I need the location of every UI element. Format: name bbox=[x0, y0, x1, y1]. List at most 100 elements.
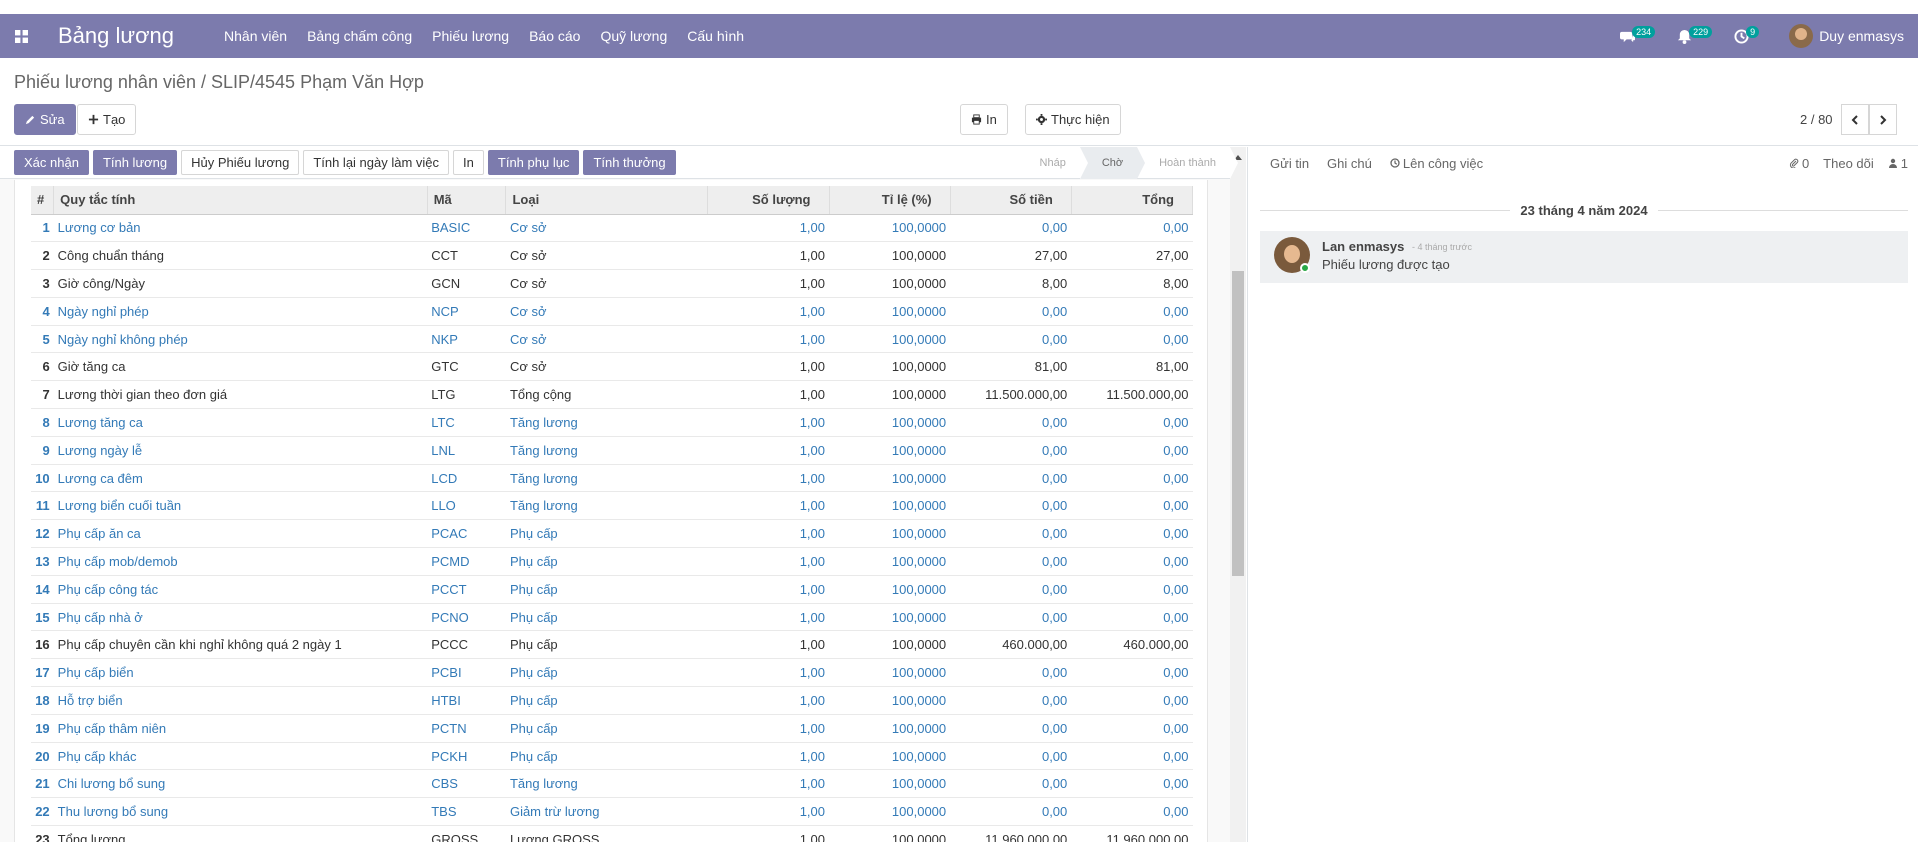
activities-tray[interactable]: 229 bbox=[1677, 26, 1713, 44]
table-row[interactable]: 22 Thu lương bổ sung TBS Giảm trừ lương 1,00… bbox=[31, 797, 1193, 827]
table-cell: 0,00 bbox=[950, 575, 1072, 604]
menu-item[interactable]: Phiếu lương bbox=[432, 28, 510, 44]
scroll-up-arrow-icon[interactable] bbox=[1234, 155, 1242, 160]
pager-value[interactable]: 2 / 80 bbox=[1800, 112, 1833, 127]
statusbar-button[interactable]: Xác nhận bbox=[14, 150, 89, 175]
table-row[interactable]: 4 Ngày nghỉ phép NCP Cơ sở 1,00 100,0000 0,00 0… bbox=[31, 297, 1193, 326]
clock-tray[interactable]: 9 bbox=[1734, 26, 1760, 44]
attachments-button[interactable]: 0 bbox=[1789, 156, 1809, 171]
table-row[interactable]: 6 Giờ tăng ca GTC Cơ sở 1,00 100,0000 81,00 81,… bbox=[31, 352, 1193, 382]
statusbar-button[interactable]: Tính thưởng bbox=[583, 150, 676, 175]
table-cell: 0,00 bbox=[1071, 408, 1193, 437]
table-row[interactable]: 11 Lương biển cuối tuần LLO Tăng lương 1,00 1… bbox=[31, 491, 1193, 521]
table-row[interactable]: 9 Lương ngày lễ LNL Tăng lương 1,00 100,0000 0… bbox=[31, 436, 1193, 465]
table-cell: Phụ cấp bbox=[505, 575, 708, 604]
apps-menu-icon[interactable] bbox=[0, 14, 42, 58]
chatter-right-tools: 0 Theo dõi 1 bbox=[1775, 156, 1918, 171]
table-row[interactable]: 13 Phụ cấp mob/demob PCMD Phụ cấp 1,00 100,00… bbox=[31, 547, 1193, 576]
table-row[interactable]: 3 Giờ công/Ngày GCN Cơ sở 1,00 100,0000 8,00 8,… bbox=[31, 269, 1193, 298]
status-stage[interactable]: Hoàn thành bbox=[1137, 147, 1238, 179]
table-cell: 1,00 bbox=[707, 241, 829, 271]
scroll-thumb[interactable] bbox=[1232, 271, 1244, 576]
table-row[interactable]: 7 Lương thời gian theo đơn giá LTG Tổng cộn… bbox=[31, 380, 1193, 410]
table-row[interactable]: 19 Phụ cấp thâm niên PCTN Phụ cấp 1,00 100,00… bbox=[31, 714, 1193, 743]
table-cell: 9 bbox=[31, 436, 54, 465]
pager-next-button[interactable] bbox=[1868, 104, 1897, 135]
breadcrumb-separator: / bbox=[195, 72, 211, 92]
followers-button[interactable]: 1 bbox=[1888, 156, 1908, 171]
send-message-button[interactable]: Gửi tin bbox=[1270, 155, 1310, 171]
table-row[interactable]: 16 Phụ cấp chuyên cần khi nghỉ không quá … bbox=[31, 630, 1193, 660]
menu-item[interactable]: Quỹ lương bbox=[600, 28, 668, 44]
table-row[interactable]: 2 Công chuẩn tháng CCT Cơ sở 1,00 100,0000 27,… bbox=[31, 241, 1193, 271]
table-cell: Lương cơ bản bbox=[53, 214, 428, 243]
column-header[interactable]: # bbox=[31, 186, 55, 215]
table-cell: Giờ công/Ngày bbox=[53, 269, 428, 298]
chevron-left-icon bbox=[1851, 114, 1858, 125]
table-cell: 0,00 bbox=[1071, 769, 1193, 799]
table-cell: 1,00 bbox=[707, 714, 829, 743]
schedule-activity-button[interactable]: Lên công việc bbox=[1390, 156, 1483, 171]
column-header[interactable]: Loại bbox=[505, 186, 709, 215]
table-row[interactable]: 21 Chi lương bổ sung CBS Tăng lương 1,00 100,… bbox=[31, 769, 1193, 799]
column-header[interactable]: Số tiền bbox=[950, 186, 1072, 215]
statusbar-button[interactable]: Hủy Phiếu lương bbox=[181, 150, 300, 175]
column-header[interactable]: Mã bbox=[427, 186, 507, 215]
message-time: - 4 tháng trước bbox=[1412, 242, 1472, 252]
statusbar-button[interactable]: Tính lại ngày làm việc bbox=[303, 150, 450, 175]
create-button[interactable]: Tạo bbox=[77, 104, 137, 135]
table-row[interactable]: 1 Lương cơ bản BASIC Cơ sở 1,00 100,0000 0,00 0… bbox=[31, 214, 1193, 243]
table-row[interactable]: 12 Phụ cấp ăn ca PCAC Phụ cấp 1,00 100,0000 0,… bbox=[31, 519, 1193, 549]
table-row[interactable]: 17 Phụ cấp biển PCBI Phụ cấp 1,00 100,0000 0,0… bbox=[31, 658, 1193, 688]
table-row[interactable]: 14 Phụ cấp công tác PCCT Phụ cấp 1,00 100,000… bbox=[31, 575, 1193, 604]
status-stage[interactable]: Nháp bbox=[1018, 147, 1089, 179]
table-cell: 27,00 bbox=[950, 241, 1072, 271]
table-cell: 100,0000 bbox=[829, 742, 951, 771]
table-cell: 100,0000 bbox=[829, 769, 951, 799]
messages-tray[interactable]: 234 bbox=[1620, 26, 1656, 44]
table-cell: 1,00 bbox=[707, 352, 829, 382]
column-header[interactable]: Số lượng bbox=[707, 186, 830, 215]
table-row[interactable]: 8 Lương tăng ca LTC Tăng lương 1,00 100,0000 0… bbox=[31, 408, 1193, 437]
statusbar-button[interactable]: Tính lương bbox=[92, 150, 178, 175]
table-cell: 2 bbox=[31, 241, 54, 271]
table-cell: 8,00 bbox=[1071, 269, 1193, 298]
menu-item[interactable]: Báo cáo bbox=[529, 28, 581, 44]
table-row[interactable]: 23 Tổng lương GROSS Lương GROSS 1,00 100,0000… bbox=[31, 825, 1193, 842]
table-cell: PCAC bbox=[427, 519, 506, 549]
user-menu[interactable]: Duy enmasys bbox=[1789, 24, 1904, 48]
form-view: Xác nhận Tính lương Hủy Phiếu lương Tính lạ… bbox=[0, 147, 1246, 842]
table-cell: Ngày nghỉ phép bbox=[53, 297, 428, 326]
form-scrollbar[interactable] bbox=[1230, 147, 1246, 842]
statusbar-button[interactable]: In bbox=[453, 150, 484, 175]
user-avatar bbox=[1789, 24, 1814, 48]
menu-item[interactable]: Bảng chấm công bbox=[307, 28, 413, 44]
table-row[interactable]: 18 Hỗ trợ biển HTBI Phụ cấp 1,00 100,0000 0,00… bbox=[31, 686, 1193, 715]
app-title[interactable]: Bảng lương bbox=[58, 23, 175, 48]
table-cell: 0,00 bbox=[1071, 464, 1193, 493]
follow-button[interactable]: Theo dõi bbox=[1823, 155, 1874, 171]
table-row[interactable]: 5 Ngày nghỉ không phép NKP Cơ sở 1,00 100,000… bbox=[31, 325, 1193, 354]
edit-button[interactable]: Sửa bbox=[14, 104, 76, 135]
column-header[interactable]: Tổng bbox=[1071, 186, 1194, 215]
print-menu-button[interactable]: In bbox=[960, 104, 1008, 135]
column-header[interactable]: Tỉ lệ (%) bbox=[829, 186, 951, 215]
breadcrumb-parent[interactable]: Phiếu lương nhân viên bbox=[14, 72, 196, 92]
menu-item[interactable]: Cấu hình bbox=[687, 28, 745, 44]
status-stage[interactable]: Chờ bbox=[1079, 147, 1146, 179]
table-cell: 100,0000 bbox=[829, 269, 951, 298]
menu-item[interactable]: Nhân viên bbox=[224, 28, 288, 44]
column-header[interactable]: Quy tắc tính bbox=[53, 186, 428, 215]
date-separator-label: 23 tháng 4 năm 2024 bbox=[1520, 202, 1648, 218]
action-menu-button[interactable]: Thực hiện bbox=[1025, 104, 1121, 135]
table-row[interactable]: 10 Lương ca đêm LCD Tăng lương 1,00 100,0000 0… bbox=[31, 464, 1193, 493]
table-cell: PCBI bbox=[427, 658, 506, 688]
table-row[interactable]: 15 Phụ cấp nhà ở PCNO Phụ cấp 1,00 100,0000 0,… bbox=[31, 603, 1193, 632]
table-cell: 0,00 bbox=[950, 742, 1072, 771]
statusbar-button[interactable]: Tính phụ lục bbox=[487, 150, 580, 175]
message-author[interactable]: Lan enmasys bbox=[1322, 239, 1405, 254]
pager-previous-button[interactable] bbox=[1840, 104, 1869, 135]
log-note-button[interactable]: Ghi chú bbox=[1327, 155, 1372, 171]
table-cell: PCMD bbox=[427, 547, 506, 576]
table-row[interactable]: 20 Phụ cấp khác PCKH Phụ cấp 1,00 100,0000 0,0… bbox=[31, 742, 1193, 771]
